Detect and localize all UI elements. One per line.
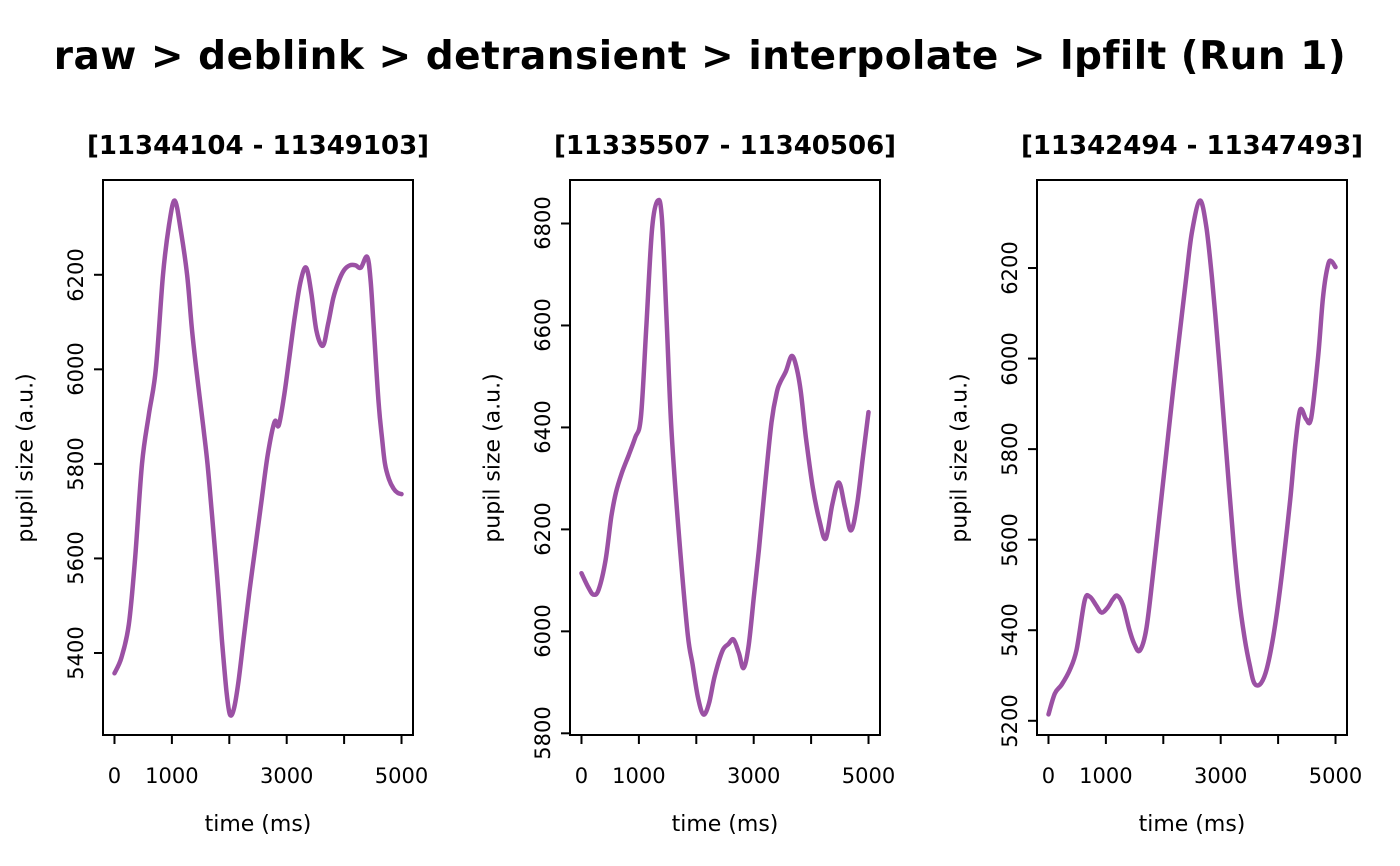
- panel-1-title: [11344104 - 11349103]: [86, 131, 430, 161]
- panel-2-y-axis-label: pupil size (a.u.): [480, 373, 506, 543]
- pupil-trace-2: [579, 197, 871, 717]
- x-tick-label: 5000: [374, 764, 429, 788]
- figure-title: raw > deblink > detransient > interpolat…: [53, 34, 1347, 79]
- panel-3-frame: [1036, 179, 1348, 736]
- y-tick-label: 6200: [998, 241, 1022, 295]
- panel-1-y-axis-label: pupil size (a.u.): [13, 373, 39, 543]
- y-tick-label: 5600: [998, 512, 1022, 567]
- y-tick-label: 5800: [531, 706, 555, 761]
- y-tick-label: 6000: [531, 604, 555, 659]
- y-tick-label: 6400: [531, 400, 555, 455]
- panel-2-title: [11335507 - 11340506]: [553, 131, 897, 161]
- y-tick-label: 6800: [531, 196, 555, 251]
- y-tick-label: 5200: [998, 694, 1022, 748]
- x-tick-label: 5000: [1308, 764, 1363, 788]
- x-tick-label: 5000: [841, 764, 896, 788]
- panel-1-x-axis-label: time (ms): [204, 812, 312, 837]
- panel-1-frame: [102, 179, 414, 736]
- x-tick-label: 0: [1041, 764, 1056, 788]
- x-tick-label: 3000: [259, 764, 314, 788]
- panel-3-title: [11342494 - 11347493]: [1020, 131, 1364, 161]
- x-tick-label: 3000: [726, 764, 781, 788]
- x-tick-label: 1000: [145, 764, 199, 788]
- y-tick-label: 5400: [64, 626, 88, 680]
- pupil-trace-1: [112, 198, 404, 718]
- panel-2-x-axis-label: time (ms): [671, 812, 779, 837]
- x-tick-label: 1000: [1079, 764, 1133, 788]
- y-tick-label: 6600: [531, 298, 555, 353]
- x-tick-label: 0: [107, 764, 122, 788]
- y-tick-label: 6200: [64, 248, 88, 302]
- x-tick-label: 1000: [612, 764, 666, 788]
- y-tick-label: 5600: [64, 531, 88, 586]
- y-tick-label: 6200: [531, 502, 555, 557]
- panel-3-y-axis-label: pupil size (a.u.): [947, 373, 973, 543]
- panel-3-x-axis-label: time (ms): [1138, 812, 1246, 837]
- y-tick-label: 6000: [998, 331, 1022, 386]
- y-tick-label: 6000: [64, 342, 88, 397]
- x-tick-label: 0: [574, 764, 589, 788]
- panel-2-frame: [569, 179, 881, 736]
- x-tick-label: 3000: [1193, 764, 1248, 788]
- y-tick-label: 5800: [64, 437, 88, 491]
- pupil-trace-3: [1046, 198, 1338, 717]
- y-tick-label: 5400: [998, 603, 1022, 657]
- y-tick-label: 5800: [998, 422, 1022, 476]
